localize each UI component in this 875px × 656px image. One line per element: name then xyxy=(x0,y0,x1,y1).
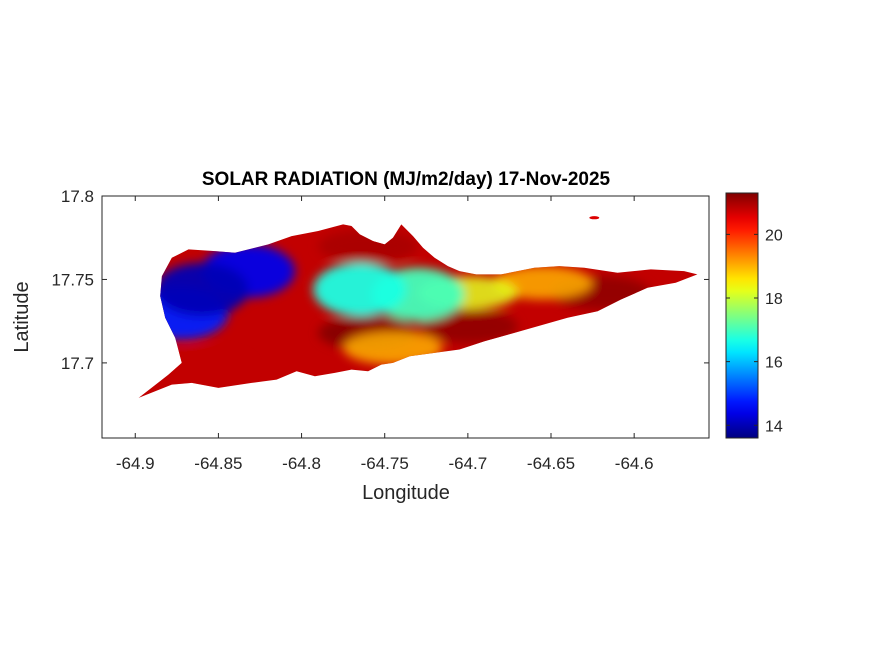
y-tick-label: 17.75 xyxy=(51,270,94,289)
field-central-ridge-cyan xyxy=(313,262,407,317)
x-axis-label: Longitude xyxy=(362,482,450,504)
y-axis-label: Latitude xyxy=(11,281,33,352)
colorbar-tick-label: 18 xyxy=(765,291,783,308)
x-tick-label: -64.6 xyxy=(615,454,654,473)
x-tick-label: -64.65 xyxy=(527,454,575,473)
x-tick-label: -64.9 xyxy=(116,454,155,473)
colorbar-tick-label: 16 xyxy=(765,355,783,372)
field-southeast-high xyxy=(418,309,518,343)
y-tick-label: 17.8 xyxy=(61,187,94,206)
x-tick-label: -64.7 xyxy=(448,454,487,473)
x-tick-label: -64.8 xyxy=(282,454,321,473)
islet-mark xyxy=(589,216,600,220)
colorbar-ticks: 14 16 18 20 xyxy=(726,227,783,435)
colorbar xyxy=(725,192,759,439)
x-axis-ticks: -64.9 -64.85 -64.8 -64.75 -64.7 -64.65 -64.6 xyxy=(116,196,654,473)
field-western-low-core xyxy=(155,262,249,317)
colorbar-tick-label: 20 xyxy=(765,227,783,244)
x-tick-label: -64.75 xyxy=(361,454,409,473)
islet xyxy=(589,216,600,220)
x-tick-label: -64.85 xyxy=(194,454,242,473)
y-tick-label: 17.7 xyxy=(61,354,94,373)
y-axis-ticks: 17.7 17.75 17.8 xyxy=(51,187,709,373)
field-east-coast-yellow xyxy=(492,266,593,300)
chart-title: SOLAR RADIATION (MJ/m2/day) 17-Nov-2025 xyxy=(202,169,611,190)
field-north-coast-high xyxy=(318,229,418,263)
axes-box xyxy=(101,195,710,439)
colorbar-tick-label: 14 xyxy=(765,418,783,435)
